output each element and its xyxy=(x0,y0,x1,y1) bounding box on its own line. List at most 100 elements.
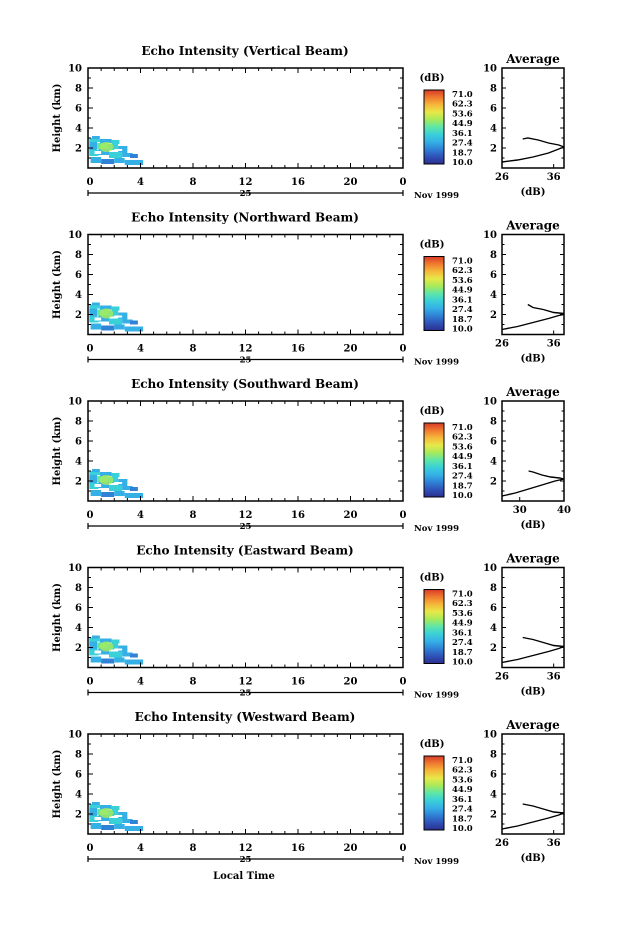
echo-cell xyxy=(89,641,98,650)
colorbar-label: 44.9 xyxy=(452,119,473,129)
echo-gap xyxy=(114,815,123,817)
echo-gap xyxy=(124,491,132,493)
echo-gap xyxy=(124,824,132,826)
echo-cell xyxy=(91,635,100,639)
echo-cell xyxy=(111,306,120,311)
echo-cell xyxy=(98,815,109,821)
colorbar-unit: (dB) xyxy=(420,739,445,750)
average-curve xyxy=(522,803,565,814)
echo-cell xyxy=(89,483,99,489)
echo-cell xyxy=(89,816,99,822)
average-curve xyxy=(501,146,565,163)
avg-y-tick-label: 10 xyxy=(483,563,497,574)
colorbar-label: 62.3 xyxy=(452,599,473,609)
echo-cell xyxy=(90,823,102,829)
avg-y-tick-label: 2 xyxy=(490,477,497,488)
echo-cell xyxy=(89,637,100,642)
avg-y-tick-label: 2 xyxy=(490,643,497,654)
echo-cell xyxy=(101,159,115,164)
colorbar-label: 36.1 xyxy=(452,628,473,638)
date-label: 25 xyxy=(240,855,252,865)
echo-cell xyxy=(118,645,128,653)
echo-cell xyxy=(130,154,138,158)
echo-gap xyxy=(103,323,109,326)
avg-y-tick-label: 10 xyxy=(483,230,497,241)
colorbar-label: 53.6 xyxy=(452,775,473,785)
panel-2: Echo Intensity (Southward Beam) Height (k… xyxy=(52,377,571,534)
date-label: 25 xyxy=(240,189,252,199)
colorbar-label: 44.9 xyxy=(452,785,473,795)
colorbar-label: 71.0 xyxy=(452,90,473,100)
y-tick-label: 2 xyxy=(75,643,82,654)
echo-cell xyxy=(109,651,123,658)
avg-y-tick-label: 4 xyxy=(490,623,497,634)
y-axis-label: Height (km) xyxy=(52,750,63,819)
echo-cell xyxy=(99,472,112,476)
panel-title: Echo Intensity (Southward Beam) xyxy=(131,377,359,391)
echo-cell xyxy=(122,319,133,324)
y-tick-label: 6 xyxy=(75,770,82,781)
y-tick-label: 4 xyxy=(75,623,82,634)
avg-y-tick-label: 8 xyxy=(490,417,497,428)
colorbar-label: 27.4 xyxy=(452,139,473,149)
x-tick-label: 8 xyxy=(190,344,197,355)
y-tick-label: 8 xyxy=(75,84,82,95)
average-frame xyxy=(501,67,565,169)
avg-y-tick-label: 8 xyxy=(490,583,497,594)
echo-cell xyxy=(122,153,133,157)
y-tick-label: 6 xyxy=(75,270,82,281)
average-curve xyxy=(501,478,565,497)
x-tick-label: 12 xyxy=(239,843,253,854)
y-tick-label: 10 xyxy=(68,64,82,75)
y-tick-label: 4 xyxy=(75,457,82,468)
echo-cell xyxy=(130,487,138,491)
avg-y-tick-label: 4 xyxy=(490,790,497,801)
y-tick-label: 6 xyxy=(75,437,82,448)
x-tick-label: 8 xyxy=(190,177,197,188)
x-tick-label: 0 xyxy=(87,510,94,521)
y-axis-label: Height (km) xyxy=(52,417,63,486)
avg-x-tick-label: 26 xyxy=(495,672,509,683)
avg-x-tick-label: 36 xyxy=(547,672,561,683)
x-tick-label: 8 xyxy=(190,510,197,521)
echo-cell xyxy=(114,491,125,496)
colorbar-label: 71.0 xyxy=(452,423,473,433)
avg-y-tick-label: 6 xyxy=(490,270,497,281)
average-title: Average xyxy=(505,385,560,399)
echo-cell xyxy=(111,140,120,144)
x-tick-label: 0 xyxy=(87,677,94,688)
y-tick-label: 4 xyxy=(75,290,82,301)
echo-cell xyxy=(99,805,112,809)
echo-cell xyxy=(114,158,125,163)
panel-0: Echo Intensity (Vertical Beam) Height (km… xyxy=(52,44,565,201)
echo-cell xyxy=(99,139,112,143)
x-tick-label: 20 xyxy=(344,510,358,521)
echo-cell xyxy=(99,638,112,643)
average-title: Average xyxy=(505,552,560,566)
colorbar-label: 36.1 xyxy=(452,795,473,805)
x-tick-label: 20 xyxy=(344,677,358,688)
echo-cell xyxy=(109,318,123,325)
y-tick-label: 2 xyxy=(75,810,82,821)
date-label: 25 xyxy=(240,356,252,366)
avg-y-tick-label: 6 xyxy=(490,104,497,115)
average-title: Average xyxy=(505,718,560,732)
echo-cell xyxy=(114,657,125,663)
colorbar-label: 71.0 xyxy=(452,257,473,267)
avg-x-tick-label: 36 xyxy=(547,838,561,849)
y-axis-label: Height (km) xyxy=(52,84,63,153)
echo-cell xyxy=(130,653,138,658)
echo-cell xyxy=(98,149,109,155)
colorbar xyxy=(423,422,445,498)
avg-x-tick-label: 30 xyxy=(513,505,527,516)
x-tick-label: 0 xyxy=(400,177,407,188)
echo-gap xyxy=(124,324,132,327)
x-tick-label: 4 xyxy=(137,510,144,521)
echo-gap xyxy=(114,482,123,484)
echo-cell xyxy=(90,656,102,663)
echo-cell xyxy=(89,138,100,142)
avg-y-tick-label: 4 xyxy=(490,290,497,301)
echo-cell xyxy=(111,639,120,644)
avg-y-tick-label: 2 xyxy=(490,310,497,321)
avg-y-tick-label: 6 xyxy=(490,603,497,614)
